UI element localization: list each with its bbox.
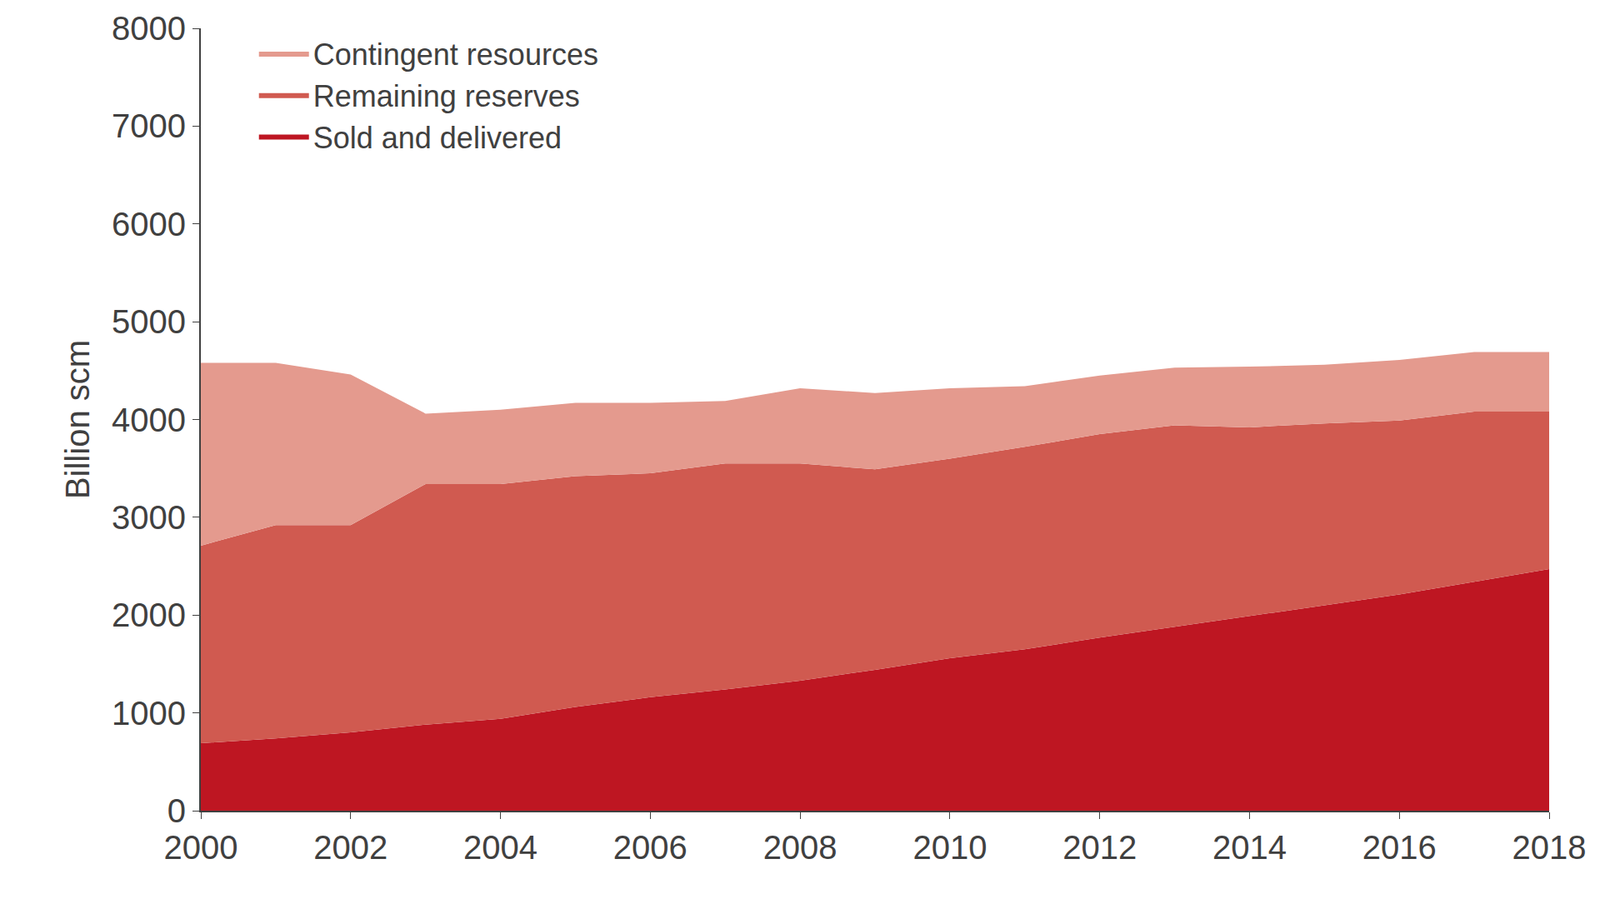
svg-text:0: 0 [167, 792, 186, 830]
svg-text:2014: 2014 [1212, 829, 1287, 866]
svg-text:1000: 1000 [111, 695, 186, 732]
svg-text:8000: 8000 [111, 10, 186, 47]
svg-text:4000: 4000 [111, 401, 186, 439]
svg-text:2000: 2000 [111, 596, 186, 634]
svg-text:Remaining reserves: Remaining reserves [313, 79, 580, 114]
svg-text:7000: 7000 [111, 107, 186, 145]
svg-text:Contingent resources: Contingent resources [313, 37, 599, 72]
svg-text:2010: 2010 [912, 829, 987, 866]
svg-text:Sold and delivered: Sold and delivered [313, 120, 562, 155]
svg-text:Billion scm: Billion scm [59, 340, 96, 500]
svg-text:6000: 6000 [111, 205, 186, 243]
svg-text:2012: 2012 [1062, 829, 1137, 866]
svg-text:2000: 2000 [164, 829, 239, 866]
svg-text:2008: 2008 [763, 829, 838, 866]
svg-text:2002: 2002 [313, 829, 388, 866]
svg-text:2004: 2004 [463, 829, 538, 866]
svg-text:5000: 5000 [111, 303, 186, 340]
svg-text:3000: 3000 [111, 499, 186, 536]
svg-text:2016: 2016 [1362, 829, 1437, 866]
svg-text:2018: 2018 [1512, 829, 1587, 866]
svg-text:2006: 2006 [613, 829, 688, 866]
